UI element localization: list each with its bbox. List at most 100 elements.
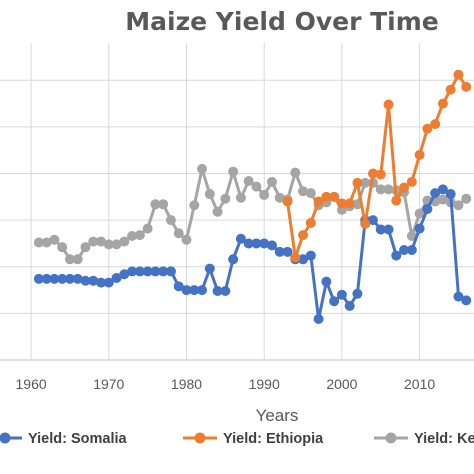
data-point [274, 246, 285, 257]
series-yield-somalia [33, 184, 472, 324]
data-point [375, 224, 386, 235]
legend-marker [385, 432, 397, 444]
data-point [80, 242, 91, 253]
data-point [49, 234, 60, 245]
data-point [228, 254, 239, 265]
data-point [197, 285, 208, 296]
data-point [313, 313, 324, 324]
data-point [453, 69, 464, 80]
data-point [96, 236, 107, 247]
data-point [259, 189, 270, 200]
data-point [344, 198, 355, 209]
data-point [204, 189, 215, 200]
data-point [422, 203, 433, 214]
data-point [64, 273, 75, 284]
data-point [360, 218, 371, 229]
data-point [383, 99, 394, 110]
data-point [49, 273, 60, 284]
legend-label: Yield: Somalia [28, 431, 128, 447]
data-point [80, 275, 91, 286]
data-point [352, 177, 363, 188]
data-point [305, 217, 316, 228]
x-tick-label: 2010 [404, 376, 435, 392]
data-point [437, 98, 448, 109]
data-point [336, 198, 347, 209]
data-point [119, 236, 130, 247]
data-point [72, 273, 83, 284]
data-point [336, 289, 347, 300]
data-point [259, 238, 270, 249]
legend-marker [0, 432, 11, 444]
data-point [290, 167, 301, 178]
data-point [445, 189, 456, 200]
data-point [360, 177, 371, 188]
data-point [383, 184, 394, 195]
data-point [367, 215, 378, 226]
data-point [282, 246, 293, 257]
data-point [352, 288, 363, 299]
data-point [329, 296, 340, 307]
data-point [41, 237, 52, 248]
x-tick-label: 1980 [171, 376, 202, 392]
x-tick-labels: 1960 1970 1980 1990 2000 2010 [16, 376, 436, 392]
data-point [266, 240, 277, 251]
x-tick-label: 2000 [326, 376, 357, 392]
data-point [461, 193, 472, 204]
data-point [453, 291, 464, 302]
data-point [414, 149, 425, 160]
data-point [321, 191, 332, 202]
data-point [298, 254, 309, 265]
data-point [414, 208, 425, 219]
data-point [127, 266, 138, 277]
x-axis-title: Years [256, 406, 299, 425]
data-point [173, 281, 184, 292]
data-point [119, 269, 130, 280]
data-point [103, 239, 114, 250]
data-point [235, 233, 246, 244]
data-point [158, 266, 169, 277]
data-point [399, 244, 410, 255]
data-point [142, 266, 153, 277]
series-layer [33, 69, 472, 324]
series-yield-ethiopia [282, 69, 472, 263]
x-tick-label: 1990 [249, 376, 280, 392]
data-point [406, 230, 417, 241]
data-point [243, 175, 254, 186]
data-point [391, 195, 402, 206]
data-point [212, 206, 223, 217]
data-point [430, 119, 441, 130]
data-point [298, 186, 309, 197]
data-point [150, 199, 161, 210]
data-point [445, 84, 456, 95]
data-point [375, 169, 386, 180]
data-point [437, 194, 448, 205]
data-point [414, 223, 425, 234]
data-point [430, 188, 441, 199]
gridlines [0, 43, 474, 361]
legend: Yield: Somalia Yield: Ethiopia Yield: Keny… [0, 431, 474, 447]
data-point [344, 300, 355, 311]
data-point [57, 242, 68, 253]
data-point [305, 250, 316, 261]
data-point [212, 286, 223, 297]
data-point [422, 123, 433, 134]
data-point [220, 193, 231, 204]
data-point [298, 230, 309, 241]
data-point [329, 191, 340, 202]
data-point [72, 254, 83, 265]
data-point [134, 266, 145, 277]
data-point [220, 286, 231, 297]
data-point [173, 228, 184, 239]
data-point [243, 238, 254, 249]
data-point [383, 224, 394, 235]
data-point [391, 250, 402, 261]
data-point [111, 272, 122, 283]
data-point [181, 285, 192, 296]
data-point [57, 273, 68, 284]
data-point [437, 184, 448, 195]
data-point [142, 223, 153, 234]
data-point [103, 277, 114, 288]
data-point [127, 230, 138, 241]
data-point [41, 273, 52, 284]
data-point [406, 244, 417, 255]
